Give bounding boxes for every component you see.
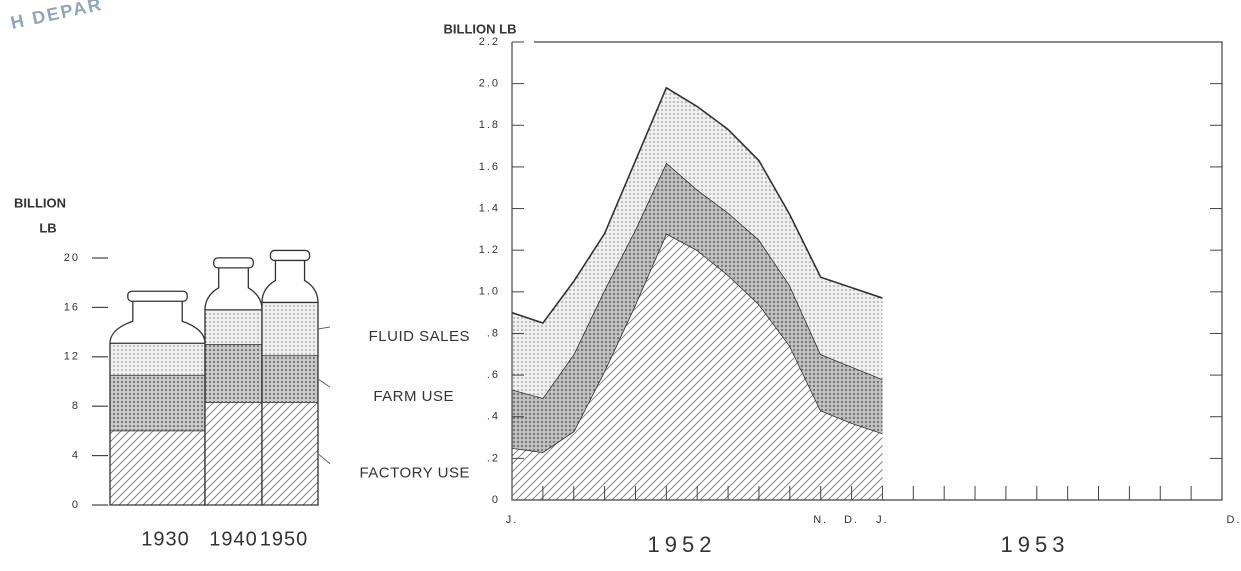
stamp: H DEPAR (9, 0, 105, 33)
y-tick-label: 2.2 (479, 36, 500, 48)
y-tick-label: 0 (492, 494, 500, 506)
y-axis-title: BILLION LB (444, 21, 517, 36)
can-neck (205, 268, 262, 310)
year-label: 1953 (1001, 532, 1070, 557)
y-tick-label: 4 (72, 450, 80, 462)
x-tick-label: J. (506, 514, 519, 526)
x-tick-label: 1950 (260, 528, 309, 550)
series-label: FARM USE (373, 388, 454, 405)
y-tick-label: 1.8 (479, 119, 500, 131)
bar-segment (110, 375, 205, 431)
can-cap (214, 258, 254, 268)
leader-line (318, 327, 330, 329)
bar-segment (205, 310, 262, 345)
can-neck (262, 260, 318, 302)
y-tick-label: 12 (64, 351, 80, 363)
bar-segment (262, 402, 318, 505)
x-tick-label: 1930 (141, 528, 190, 550)
page: H DEPAR BILLION LB 0 4 8 12 16 20 1930 19401950… (0, 0, 1241, 571)
can-cap (128, 291, 187, 301)
bar-segment (262, 302, 318, 355)
y-tick-label: 8 (72, 400, 80, 412)
x-tick-label: D. (1227, 514, 1241, 526)
y-tick-label: .8 (487, 327, 500, 339)
bar-segment (262, 356, 318, 403)
y-tick-label: 1.6 (479, 161, 500, 173)
x-tick-label: 1940 (209, 528, 258, 550)
y-tick-label: 20 (64, 252, 80, 264)
y-tick-label: 0 (72, 499, 80, 511)
y-tick-label: 16 (64, 301, 80, 313)
right-chart: BILLION LB 1952 1953 0 .2 .4 .6 .8 1.0 1.2 1.4 1… (444, 21, 1241, 556)
year-label: 1952 (648, 532, 717, 557)
x-tick-label: J. (876, 514, 889, 526)
leader-line (318, 379, 330, 387)
y-tick-label: 1.0 (479, 286, 500, 298)
can-neck (110, 301, 205, 343)
x-tick-label: D. (844, 514, 859, 526)
y-tick-label: 2.0 (479, 78, 500, 90)
y-tick-label: .6 (487, 369, 500, 381)
series-label: FACTORY USE (359, 465, 470, 482)
y-tick-label: 1.2 (479, 244, 500, 256)
y-axis-title: BILLION (14, 195, 66, 210)
leader-line (318, 454, 330, 464)
y-axis-title: LB (39, 220, 56, 235)
bar-segment (205, 344, 262, 402)
y-tick-label: .2 (487, 452, 500, 464)
bar-segment (110, 343, 205, 375)
y-tick-label: 1.4 (479, 202, 500, 214)
x-tick-label: N. (813, 514, 828, 526)
can-cap (270, 250, 309, 260)
bar-segment (110, 431, 205, 505)
bar-segment (205, 402, 262, 505)
series-label: FLUID SALES (369, 328, 470, 345)
y-tick-label: .4 (487, 411, 500, 423)
